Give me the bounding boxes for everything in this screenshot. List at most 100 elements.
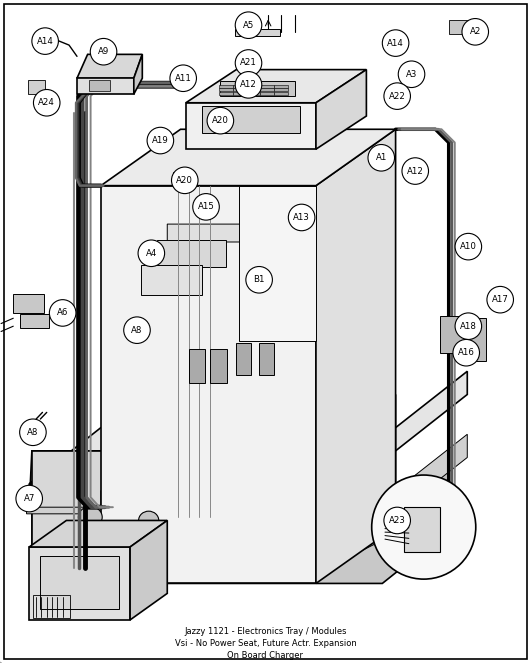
Text: A4: A4 [145,249,157,258]
Bar [13,294,44,313]
Text: A16: A16 [458,348,475,357]
Polygon shape [32,451,316,554]
Circle shape [384,83,410,109]
Polygon shape [157,240,226,267]
Bar [233,88,246,91]
Bar [260,92,274,95]
Bar [210,349,227,383]
Bar [219,92,233,95]
Polygon shape [29,520,167,547]
Polygon shape [27,434,467,514]
Text: A20: A20 [212,116,229,125]
Circle shape [398,61,425,88]
Circle shape [368,145,395,171]
Polygon shape [101,186,316,583]
Text: A8: A8 [131,326,143,335]
Text: A6: A6 [57,308,68,318]
Text: A5: A5 [243,21,254,30]
Text: A17: A17 [492,295,509,304]
Ellipse shape [79,507,102,528]
Bar [246,84,260,88]
Bar [440,316,464,353]
Circle shape [462,19,489,45]
Polygon shape [141,265,202,295]
Bar [233,84,246,88]
Bar [20,314,49,328]
Text: A7: A7 [23,494,35,503]
Text: A13: A13 [293,213,310,222]
Circle shape [172,167,198,194]
Bar [404,507,440,552]
Polygon shape [186,103,316,149]
Bar [274,84,288,88]
Circle shape [138,240,165,267]
Circle shape [124,317,150,343]
Ellipse shape [374,503,412,532]
Text: A14: A14 [387,38,404,48]
Text: A15: A15 [198,202,215,211]
Text: A24: A24 [38,98,55,107]
Circle shape [193,194,219,220]
Text: A18: A18 [460,322,477,331]
Bar [274,88,288,91]
Text: A21: A21 [240,58,257,68]
Circle shape [16,485,42,512]
Circle shape [235,12,262,38]
Polygon shape [130,520,167,620]
Polygon shape [167,196,307,242]
Bar [449,20,473,34]
Polygon shape [29,547,130,620]
Text: Jazzy 1121 - Electronics Tray / Modules: Jazzy 1121 - Electronics Tray / Modules [184,627,347,636]
Text: A3: A3 [406,70,417,79]
Circle shape [207,107,234,134]
Circle shape [453,339,479,366]
Polygon shape [316,394,396,554]
Circle shape [32,28,58,54]
Circle shape [90,38,117,65]
Circle shape [384,507,410,534]
Bar [89,80,110,91]
Circle shape [235,50,262,76]
Polygon shape [316,70,366,149]
Bar [33,595,70,618]
Text: A2: A2 [469,27,481,36]
Circle shape [455,313,482,339]
Bar [260,88,274,91]
Circle shape [33,90,60,116]
Bar [235,29,280,36]
Circle shape [288,204,315,231]
Bar [246,88,260,91]
Bar [233,92,246,95]
Bar [219,88,233,91]
Text: A12: A12 [407,166,424,176]
Polygon shape [202,106,300,133]
Bar [260,84,274,88]
Bar [246,92,260,95]
Circle shape [49,300,76,326]
Bar [466,318,486,361]
Circle shape [235,72,262,98]
Text: On Board Charger: On Board Charger [227,650,304,660]
Polygon shape [316,129,396,583]
Polygon shape [329,464,449,567]
Bar [259,343,274,375]
Bar [28,80,45,94]
Circle shape [455,233,482,260]
Polygon shape [40,556,119,609]
Text: Vsi - No Power Seat, Future Actr. Expansion: Vsi - No Power Seat, Future Actr. Expans… [175,638,356,648]
Polygon shape [77,78,134,94]
Text: A8: A8 [27,428,39,437]
Bar [173,172,187,187]
Text: A20: A20 [176,176,193,185]
Text: A22: A22 [389,91,406,101]
Text: A1: A1 [375,153,387,162]
Ellipse shape [109,534,124,547]
Polygon shape [239,186,316,341]
Polygon shape [186,70,366,103]
Bar [274,92,288,95]
Polygon shape [29,371,467,507]
Polygon shape [77,54,142,78]
Bar [236,343,251,375]
Text: B1: B1 [253,275,265,284]
Circle shape [372,475,476,579]
